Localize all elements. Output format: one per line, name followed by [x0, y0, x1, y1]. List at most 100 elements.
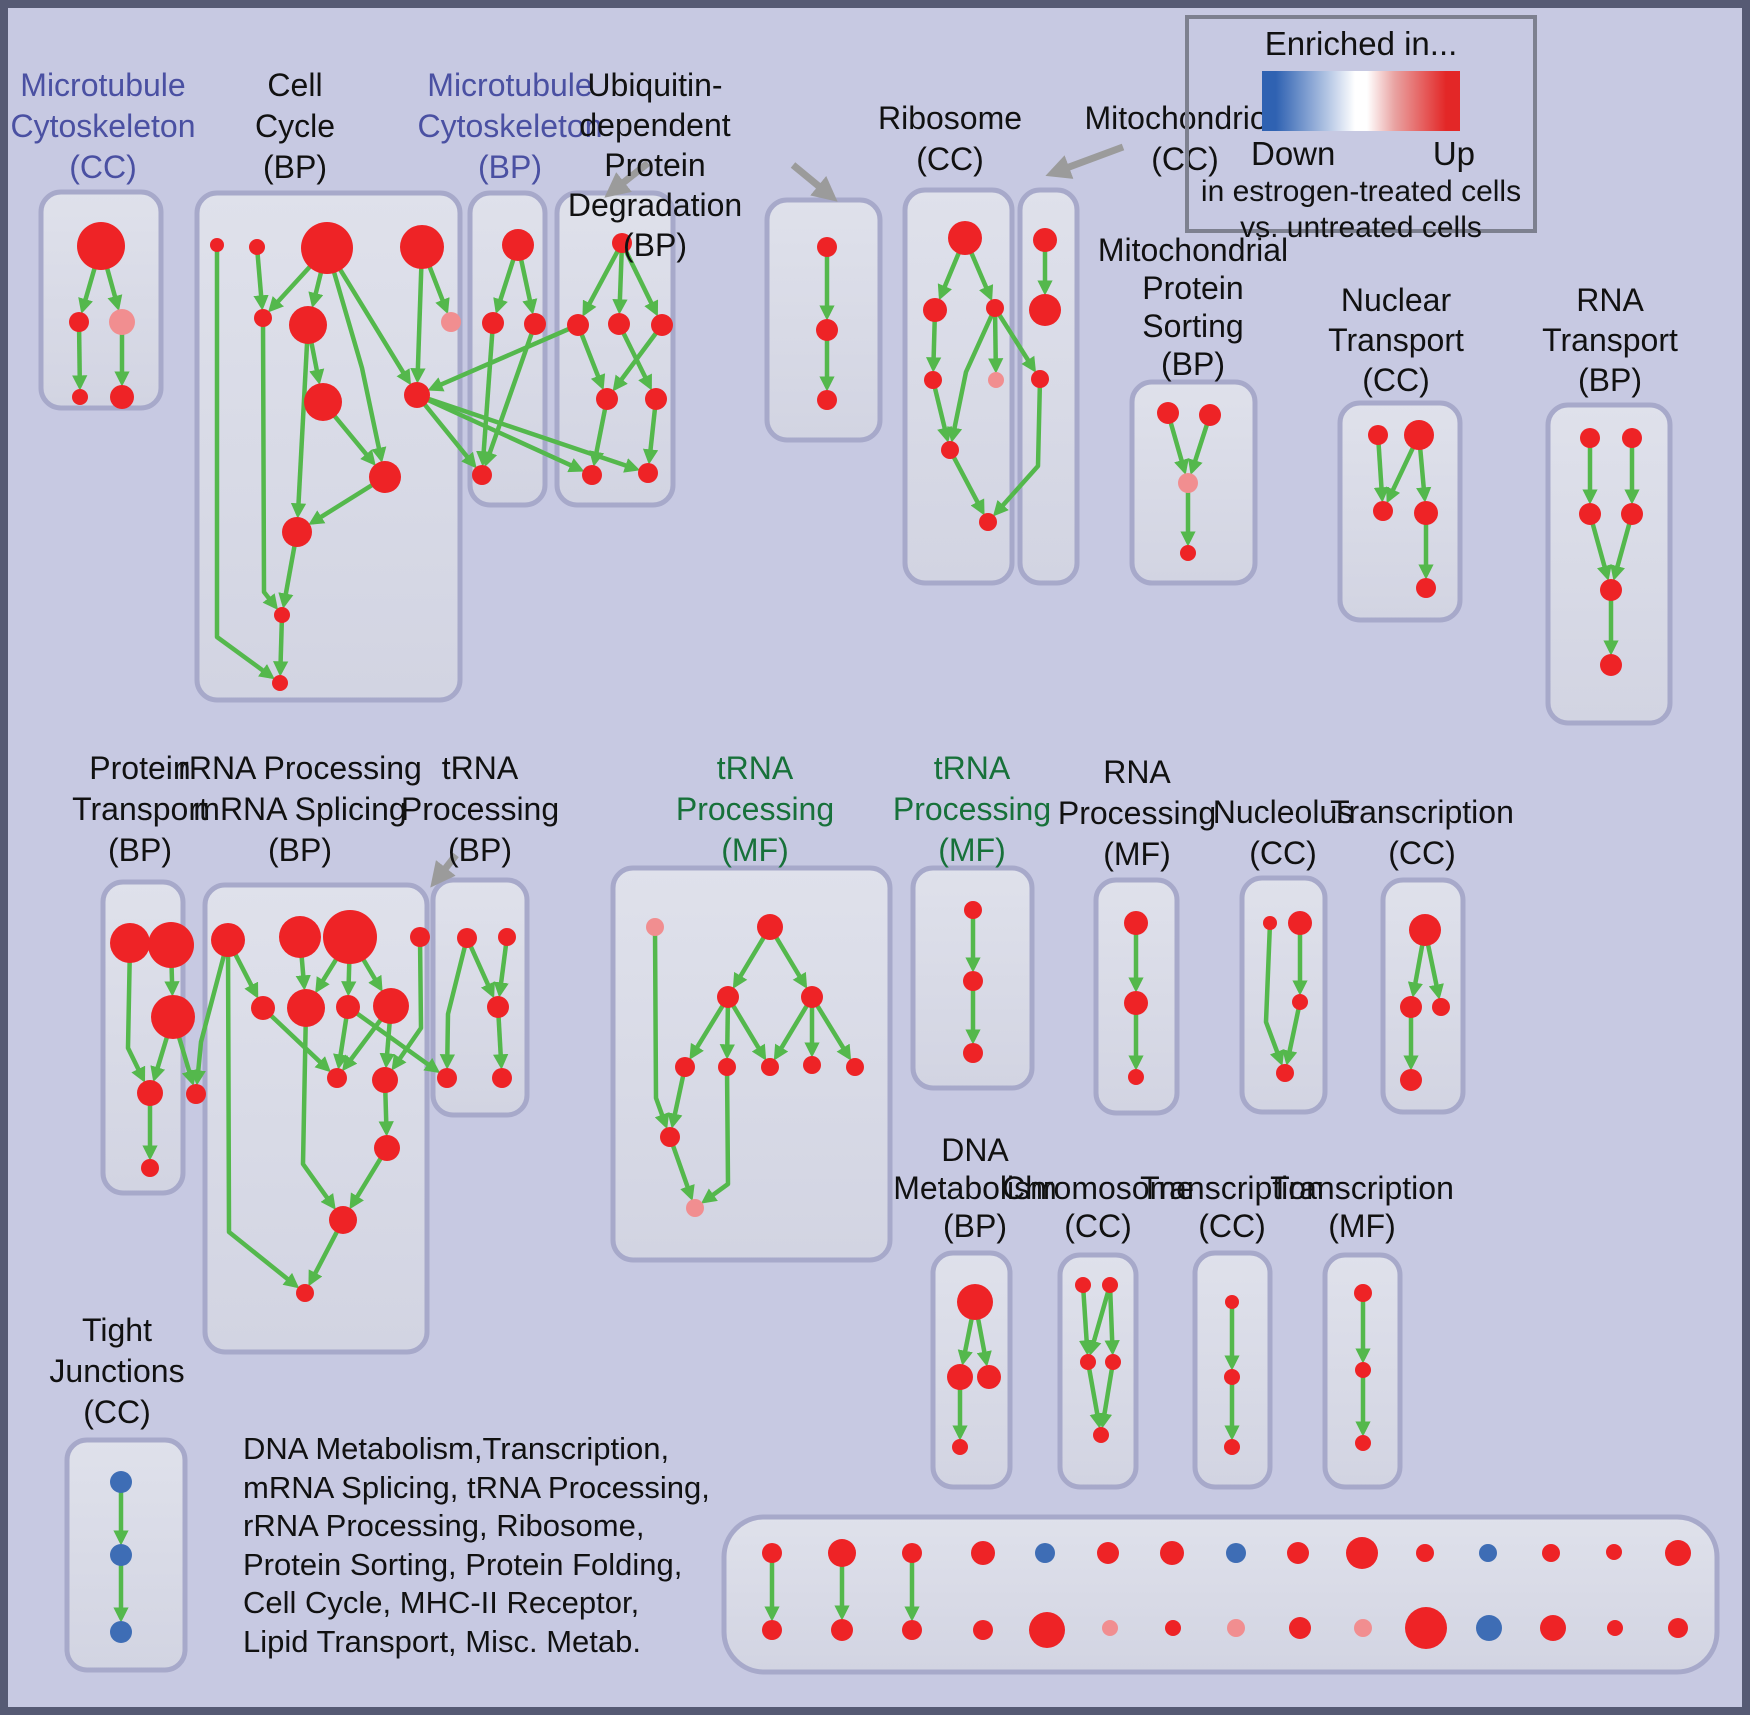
group-label-nuclear-transport: Nuclear Transport (CC)	[1328, 282, 1464, 398]
group-box-dna-metabolism	[930, 1250, 1013, 1490]
graph-node	[1097, 1542, 1119, 1564]
graph-node	[1668, 1618, 1688, 1638]
graph-node	[492, 1068, 512, 1088]
graph-node	[1289, 1617, 1311, 1639]
graph-node	[582, 465, 602, 485]
graph-node	[952, 1439, 968, 1455]
graph-node	[801, 986, 823, 1008]
graph-node	[272, 675, 288, 691]
graph-node	[1400, 1069, 1422, 1091]
graph-node	[1029, 1612, 1065, 1648]
graph-node	[1292, 994, 1308, 1010]
graph-node	[487, 996, 509, 1018]
group-label-ribosome-cc: Ribosome (CC)	[877, 99, 1023, 177]
graph-node	[304, 383, 342, 421]
graph-node	[502, 229, 534, 261]
graph-node	[1354, 1284, 1372, 1302]
graph-node	[902, 1543, 922, 1563]
graph-edge	[652, 926, 670, 1130]
graph-node	[803, 1056, 821, 1074]
graph-node	[400, 225, 444, 269]
group-box-chromosome-cc	[1057, 1252, 1139, 1490]
graph-node	[1128, 1069, 1144, 1085]
group-label-chromosome-cc: Chromosome (CC)	[1001, 1170, 1195, 1244]
graph-edge	[493, 936, 510, 998]
group-box-transcription-cc-mid	[1380, 877, 1466, 1115]
graph-node	[1093, 1427, 1109, 1443]
group-label-microtubule-cc: Microtubule Cytoskeleton (CC)	[10, 66, 196, 185]
graph-edge	[391, 936, 424, 1071]
graph-node	[675, 1057, 695, 1077]
graph-edge	[225, 939, 300, 1289]
graph-node	[1160, 1541, 1184, 1565]
graph-edge	[1104, 1284, 1120, 1356]
legend: Enriched in... Down Up in estrogen-treat…	[1185, 15, 1537, 244]
graph-node	[1579, 503, 1601, 525]
graph-node	[110, 385, 134, 409]
group-label-rna-transport: RNA Transport (BP)	[1542, 282, 1678, 398]
graph-edge	[272, 614, 289, 677]
graph-node	[612, 233, 632, 253]
graph-node	[816, 319, 838, 341]
graph-node	[249, 239, 265, 255]
graph-node	[1124, 911, 1148, 935]
graph-node	[498, 928, 516, 946]
group-box-mitochondrion-cc	[1017, 187, 1080, 586]
graph-edge	[261, 1006, 331, 1073]
graph-node	[1102, 1277, 1118, 1293]
group-box-nuclear-transport	[1337, 400, 1463, 623]
graph-node	[1405, 1607, 1447, 1649]
graph-edge	[427, 322, 579, 392]
graph-node	[141, 1159, 159, 1177]
graph-edge	[667, 1136, 695, 1202]
legend-down-label: Down	[1251, 135, 1336, 172]
graph-node	[289, 306, 327, 344]
graph-node	[1432, 998, 1450, 1016]
graph-node	[1157, 402, 1179, 424]
graph-node	[369, 461, 401, 493]
graph-node	[831, 1619, 853, 1641]
graph-node	[1355, 1362, 1371, 1378]
graph-edge	[253, 246, 269, 311]
graph-edge	[689, 995, 730, 1060]
graph-node	[567, 314, 589, 336]
graph-node	[963, 1043, 983, 1063]
graph-node	[109, 309, 135, 335]
graph-node	[651, 314, 673, 336]
group-label-transcription-mf: Transcription (MF)	[1270, 1170, 1454, 1244]
graph-edge	[1045, 143, 1125, 179]
graph-node	[846, 1058, 864, 1076]
graph-node	[941, 441, 959, 459]
graph-node	[948, 221, 982, 255]
graph-edge	[324, 247, 387, 463]
graph-node	[287, 989, 325, 1027]
graph-edge	[992, 378, 1043, 517]
graph-edge	[616, 323, 652, 391]
group-label-dna-metabolism: DNA Metabolism (BP)	[893, 1132, 1057, 1244]
graph-node	[1178, 473, 1198, 493]
graph-node	[148, 922, 194, 968]
graph-node	[1227, 1619, 1245, 1637]
graph-node	[1105, 1354, 1121, 1370]
legend-gradient-bar	[1262, 71, 1460, 131]
graph-node	[211, 923, 245, 957]
graph-edge	[72, 321, 88, 391]
graph-node	[1622, 428, 1642, 448]
graph-edge	[1096, 1361, 1116, 1429]
legend-up-label: Up	[1432, 135, 1475, 172]
graph-node	[1225, 1295, 1239, 1309]
graph-node	[964, 901, 982, 919]
graph-node	[1400, 996, 1422, 1018]
graph-node	[110, 1471, 132, 1493]
group-box-microtubule-cc	[38, 189, 164, 411]
graph-node	[336, 995, 360, 1019]
legend-subtitle-line1: in estrogen-treated cells	[1200, 175, 1522, 208]
graph-edge	[125, 942, 146, 1083]
graph-node	[1346, 1537, 1378, 1569]
graph-node	[296, 1284, 314, 1302]
group-label-transcription-cc-low: Transcription (CC)	[1140, 1170, 1324, 1244]
graph-node	[1287, 1542, 1309, 1564]
group-label-microtubule-bp: Microtubule Cytoskeleton (BP)	[417, 66, 603, 185]
graph-node	[254, 309, 272, 327]
graph-node	[186, 1084, 206, 1104]
